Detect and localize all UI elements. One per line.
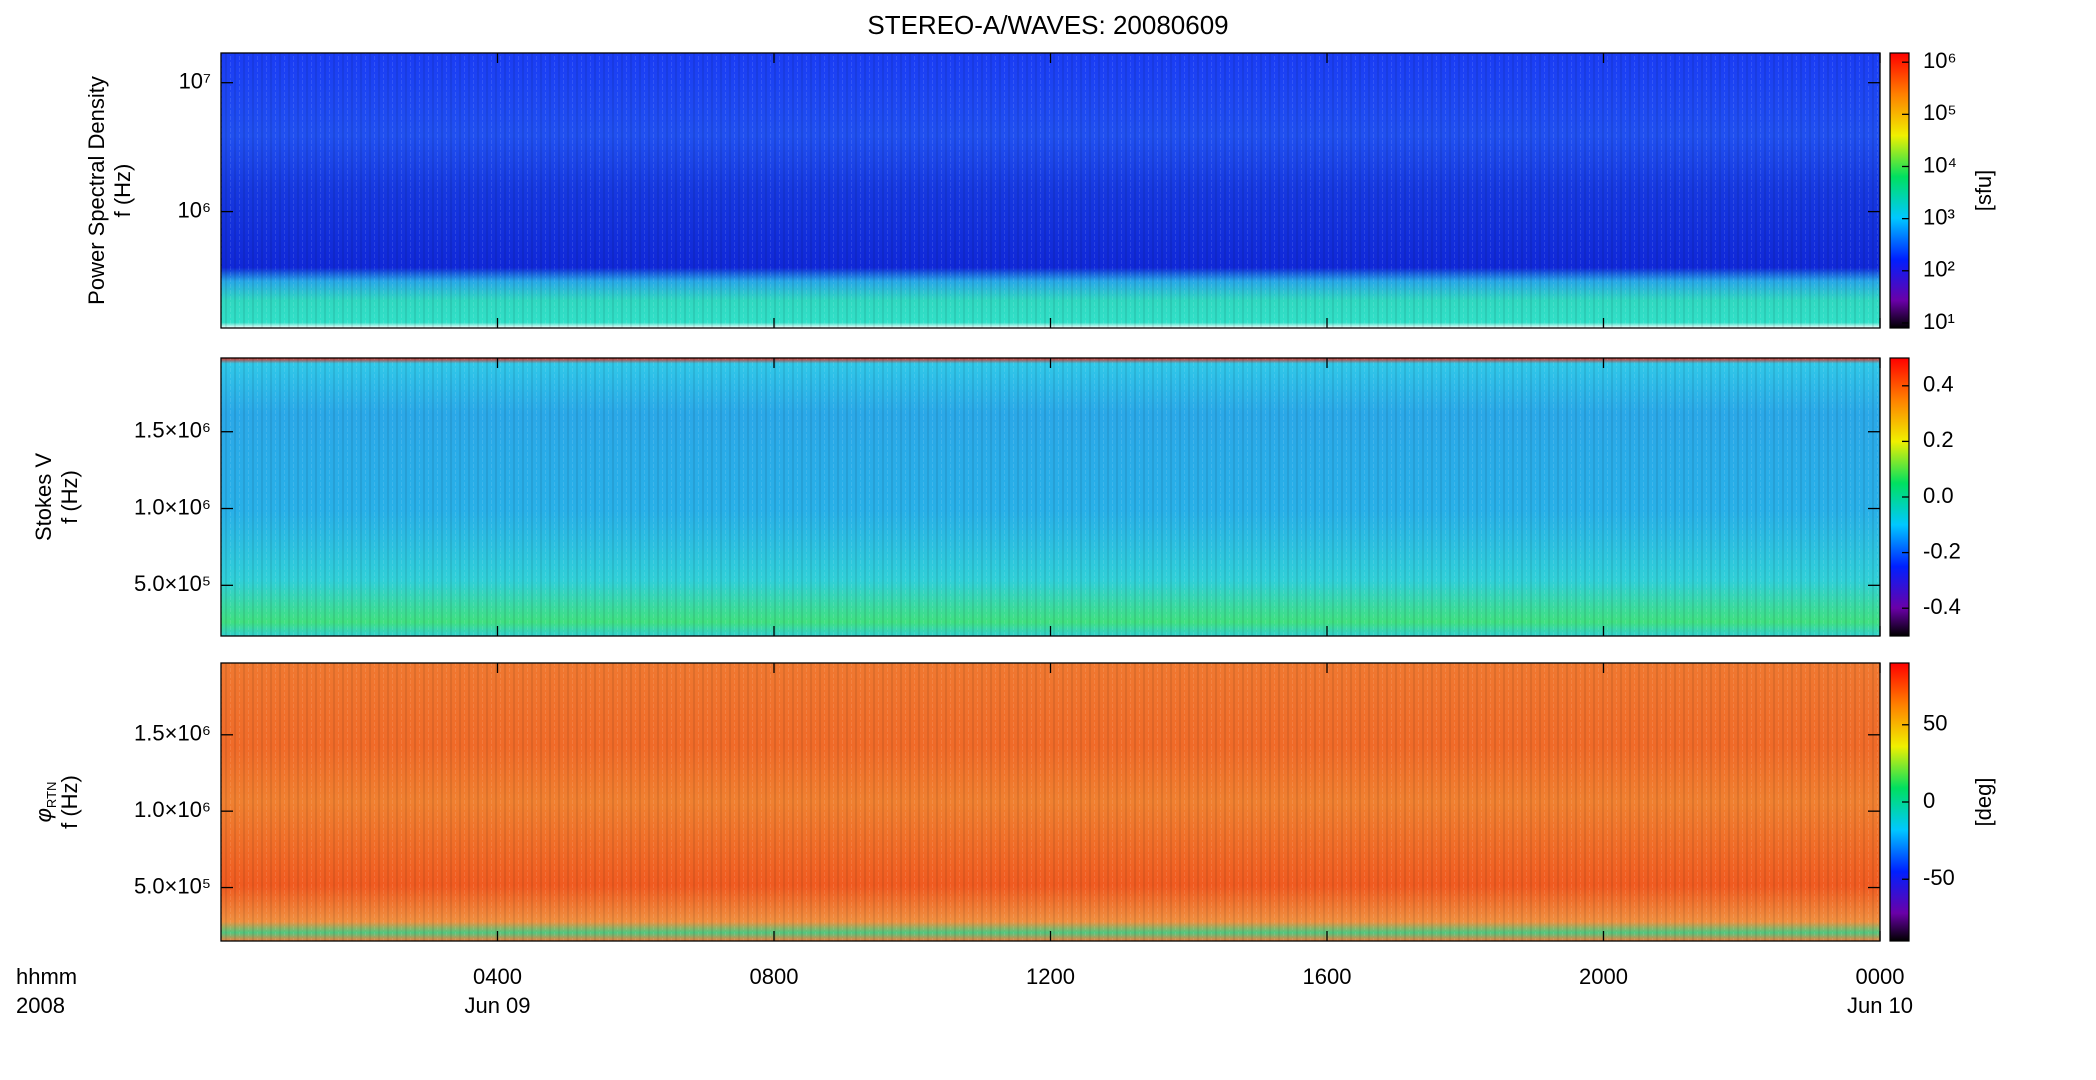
spectrogram-texture [221, 663, 1880, 941]
y-label-subscript: RTN [44, 782, 59, 808]
x-tick-label: 1600 [1303, 964, 1352, 989]
y-tick-label: 1.5×10⁶ [134, 721, 211, 746]
colorbar-tick-label: -0.4 [1923, 594, 1961, 619]
colorbar-tick-label: -0.2 [1923, 538, 1961, 563]
y-axis-label: Power Spectral Density [84, 76, 109, 305]
y-tick-label: 1.0×10⁶ [134, 797, 211, 822]
x-date-label: Jun 10 [1847, 993, 1913, 1018]
colorbar-tick-label: 10² [1923, 257, 1955, 282]
spectrogram-texture [221, 53, 1880, 328]
x-tick-label: 0000 [1856, 964, 1905, 989]
y-axis-label: f (Hz) [57, 470, 82, 524]
y-tick-label: 10⁶ [177, 197, 211, 222]
y-tick-label: 5.0×10⁵ [134, 571, 211, 596]
y-label-symbol: φ [31, 808, 56, 822]
y-tick-label: 10⁷ [179, 69, 211, 94]
colorbar-tick-label: 0.2 [1923, 427, 1954, 452]
y-axis-label: f (Hz) [110, 164, 135, 218]
colorbar-tick-label: 10⁴ [1923, 152, 1957, 177]
colorbar [1889, 52, 1910, 329]
y-axis-label: φRTN [31, 782, 59, 823]
y-tick-label: 1.0×10⁶ [134, 494, 211, 519]
spectrogram-texture [221, 358, 1880, 636]
chart-title: STEREO-A/WAVES: 20080609 [867, 10, 1228, 40]
x-axis-label: hhmm [16, 964, 77, 989]
colorbar-tick-label: 0 [1923, 788, 1935, 813]
colorbar-tick-label: 10⁵ [1923, 100, 1957, 125]
y-axis-label: f (Hz) [57, 775, 82, 829]
colorbar-tick-label: 50 [1923, 711, 1947, 736]
colorbar-tick-label: 10³ [1923, 204, 1955, 229]
colorbar-tick-label: 0.0 [1923, 483, 1954, 508]
x-tick-label: 0800 [750, 964, 799, 989]
colorbar-label: [deg] [1971, 778, 1996, 827]
y-tick-label: 1.5×10⁶ [134, 418, 211, 443]
x-tick-label: 2000 [1579, 964, 1628, 989]
colorbar-tick-label: 10¹ [1923, 309, 1955, 334]
colorbar-tick-label: -50 [1923, 865, 1955, 890]
colorbar-tick-label: 0.4 [1923, 372, 1954, 397]
x-tick-label: 0400 [473, 964, 522, 989]
colorbar-tick-label: 10⁶ [1923, 48, 1957, 73]
y-axis-label: Stokes V [31, 453, 56, 541]
x-axis-label: 2008 [16, 993, 65, 1018]
y-tick-label: 5.0×10⁵ [134, 873, 211, 898]
x-tick-label: 1200 [1026, 964, 1075, 989]
colorbar-label: [sfu] [1971, 170, 1996, 212]
x-date-label: Jun 09 [464, 993, 530, 1018]
